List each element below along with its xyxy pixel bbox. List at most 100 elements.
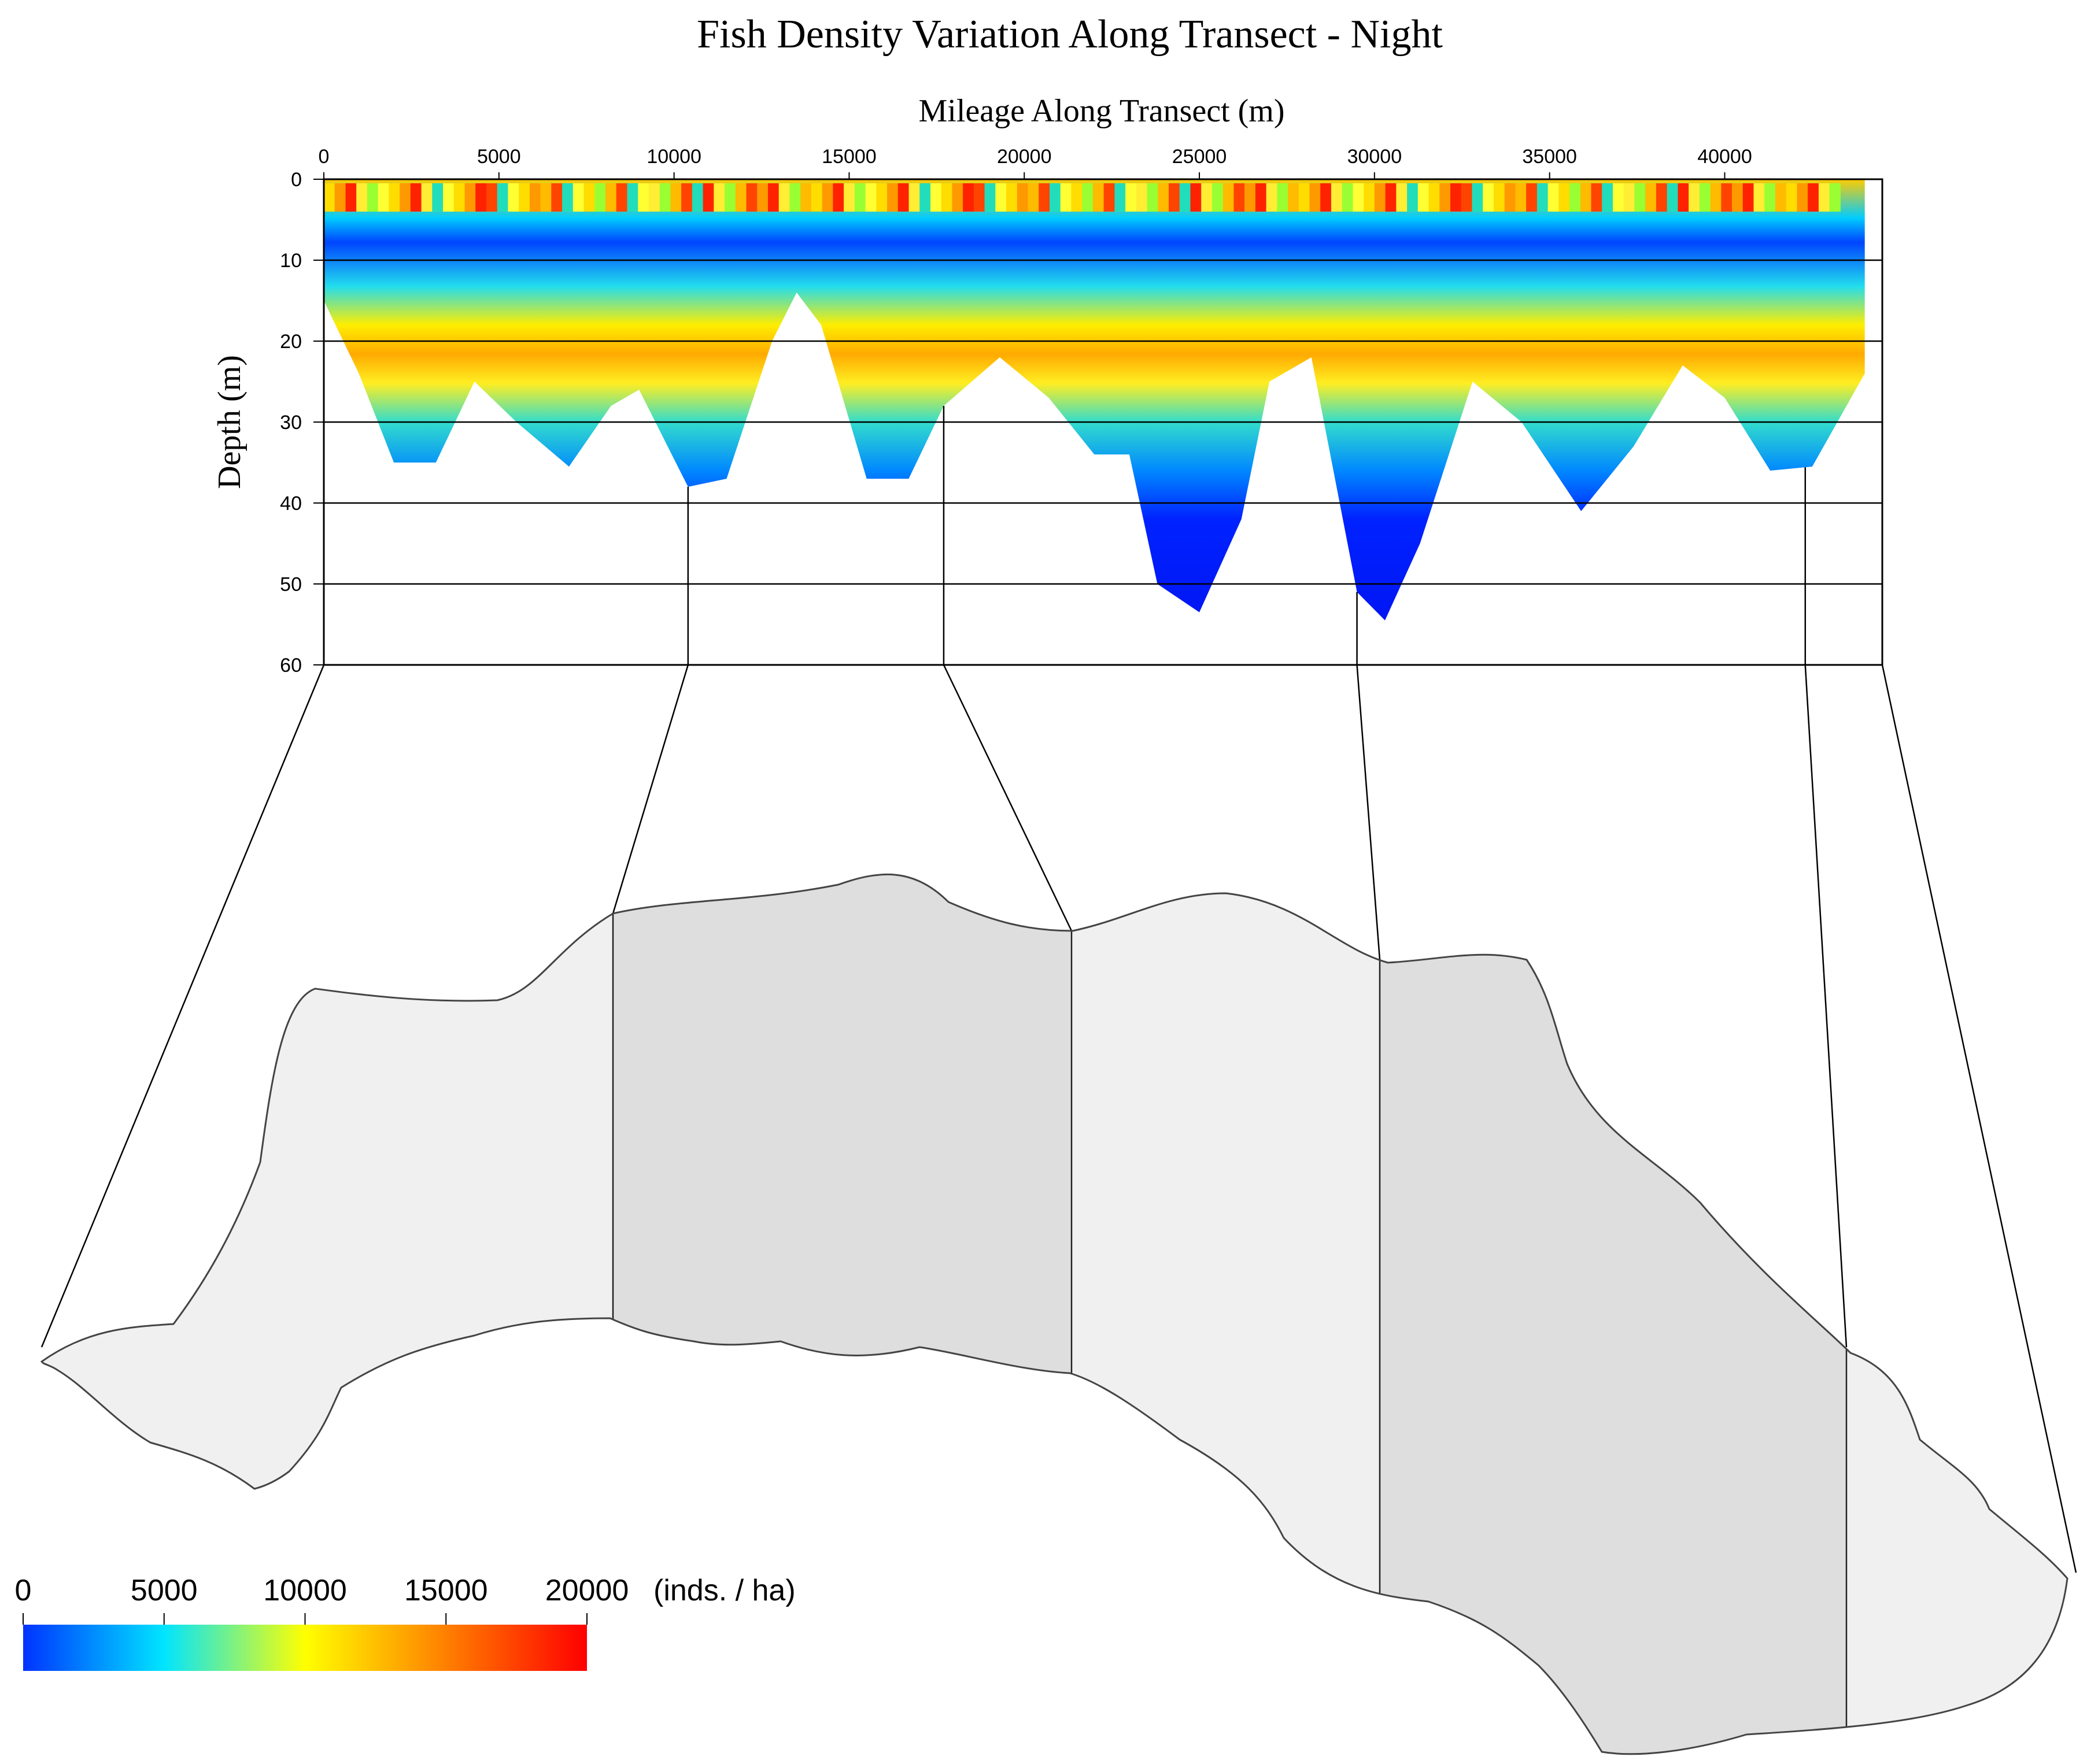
surface-cell — [1266, 183, 1277, 212]
surface-cell — [1493, 183, 1505, 212]
colorbar-tick-label: 10000 — [263, 1574, 347, 1607]
surface-cell — [919, 183, 931, 212]
lake-region-4 — [1380, 874, 1846, 1754]
x-tick-labels: 0 5000 10000 15000 20000 25000 30000 35000 40000 — [319, 146, 1752, 179]
surface-cell — [1613, 183, 1624, 212]
surface-cell — [800, 183, 812, 212]
surface-cell — [367, 183, 379, 212]
surface-cell — [1732, 183, 1744, 212]
surface-cell — [854, 183, 866, 212]
surface-cell — [572, 183, 585, 212]
plot-frame — [323, 178, 1883, 666]
surface-cell — [410, 183, 422, 212]
y-tick-label: 20 — [280, 331, 302, 353]
surface-cell — [1060, 183, 1072, 212]
surface-cell — [768, 183, 780, 212]
surface-cell — [1775, 183, 1787, 212]
colorbar-tick-label: 0 — [15, 1574, 32, 1607]
surface-cell — [1450, 183, 1462, 212]
surface-cell — [1103, 183, 1115, 212]
surface-cell — [1082, 183, 1094, 212]
surface-cell — [1591, 183, 1602, 212]
y-tick-label: 10 — [280, 250, 302, 272]
surface-cell — [519, 183, 530, 212]
surface-cell — [1461, 183, 1472, 212]
surface-cell — [1353, 183, 1364, 212]
surface-cell — [1006, 183, 1018, 212]
surface-cell — [1536, 183, 1549, 212]
surface-cell — [638, 183, 649, 212]
lake-region-5 — [1846, 874, 2067, 1754]
x-tick-label: 20000 — [997, 146, 1052, 168]
surface-cell — [1656, 183, 1668, 212]
x-tick-label: 0 — [319, 146, 330, 168]
surface-cell — [1039, 183, 1050, 212]
surface-cell — [486, 183, 498, 212]
leader-line — [943, 664, 1073, 931]
surface-cell — [400, 183, 411, 212]
surface-cell — [562, 183, 574, 212]
surface-cell — [1071, 183, 1083, 212]
surface-cell — [1580, 183, 1592, 212]
surface-cell — [648, 183, 660, 212]
surface-cell — [1233, 183, 1245, 212]
surface-cell — [1320, 183, 1332, 212]
x-tick-label: 35000 — [1522, 146, 1577, 168]
surface-cell — [995, 183, 1007, 212]
colorbar-tick-label: 5000 — [131, 1574, 198, 1607]
surface-cell — [1385, 183, 1397, 212]
surface-cell — [464, 183, 476, 212]
surface-cell — [811, 183, 823, 212]
surface-cell — [1092, 183, 1105, 212]
surface-cell — [432, 183, 444, 212]
colorbar-ramp — [23, 1625, 587, 1671]
surface-cell — [897, 183, 909, 212]
surface-cell — [1797, 183, 1808, 212]
leader-line — [1356, 664, 1381, 960]
surface-cell — [1710, 183, 1722, 212]
y-tick-label: 50 — [280, 574, 302, 596]
surface-cell — [540, 183, 552, 212]
surface-cell — [1786, 183, 1797, 212]
colorbar-tick-label: 15000 — [404, 1574, 488, 1607]
surface-cell — [714, 183, 725, 212]
surface-cell — [378, 183, 389, 212]
surface-cell — [1364, 183, 1375, 212]
surface-cell — [1623, 183, 1635, 212]
surface-cell — [627, 183, 638, 212]
surface-cell — [583, 183, 595, 212]
leader-lines — [40, 664, 2077, 1573]
surface-cell — [1634, 183, 1646, 212]
surface-cell — [1602, 183, 1613, 212]
surface-cell — [1331, 183, 1343, 212]
segment-verticals — [687, 406, 1807, 665]
surface-cell — [1439, 183, 1451, 212]
surface-cell — [1818, 183, 1830, 212]
surface-cell — [973, 183, 985, 212]
leader-line — [1881, 664, 2077, 1573]
lake-region-1 — [42, 874, 613, 1754]
surface-cell — [1147, 183, 1158, 212]
surface-cell — [757, 183, 769, 212]
surface-cell — [941, 183, 952, 212]
surface-cell — [1699, 183, 1711, 212]
surface-cell — [1201, 183, 1213, 212]
y-tick-label: 0 — [291, 169, 302, 191]
leader-line — [40, 664, 325, 1348]
surface-cell — [334, 183, 346, 212]
surface-cell — [497, 183, 508, 212]
surface-cell — [1515, 183, 1527, 212]
surface-cell — [789, 183, 801, 212]
surface-cell — [1472, 183, 1483, 212]
surface-cell — [1689, 183, 1700, 212]
surface-cell — [324, 183, 335, 212]
surface-cell — [1808, 183, 1819, 212]
x-tick-label: 5000 — [477, 146, 521, 168]
colorbar-ticks: 0 5000 10000 15000 20000 — [15, 1574, 629, 1625]
surface-cell — [1028, 183, 1039, 212]
surface-cell — [1396, 183, 1408, 212]
surface-cell — [529, 183, 541, 212]
surface-cell — [594, 183, 606, 212]
surface-cell — [1428, 183, 1440, 212]
